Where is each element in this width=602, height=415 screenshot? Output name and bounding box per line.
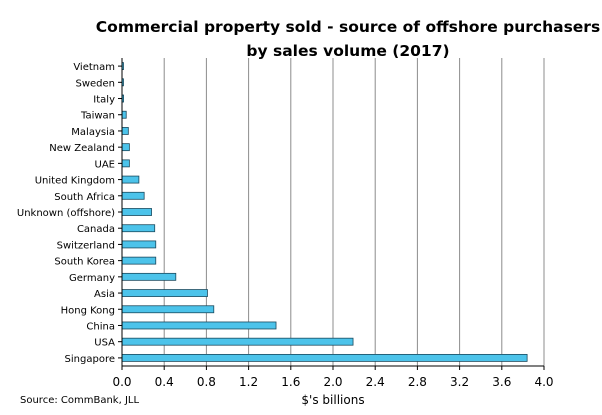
chart-title: Commercial property sold - source of off…: [96, 18, 600, 36]
x-tick-label: 3.2: [450, 375, 469, 389]
bar: [121, 337, 354, 346]
category-label: Sweden: [75, 78, 115, 89]
bar: [121, 353, 528, 362]
bar: [121, 224, 156, 233]
category-label: Italy: [93, 95, 115, 106]
bar: [121, 175, 140, 184]
category-label: UAE: [95, 159, 115, 170]
x-tick-label: 2.4: [366, 375, 385, 389]
bar: [121, 127, 129, 135]
bars: [121, 62, 528, 362]
bar: [121, 208, 152, 216]
category-label: United Kingdom: [35, 176, 115, 187]
category-label: Vietnam: [73, 62, 115, 73]
bar: [121, 240, 157, 249]
category-label: Hong Kong: [61, 305, 115, 316]
category-label: South Korea: [54, 257, 115, 268]
x-tick-label: 0.0: [112, 375, 131, 389]
x-tick-label: 4.0: [534, 375, 553, 389]
category-label: South Africa: [54, 192, 115, 203]
source-note: Source: CommBank, JLL: [20, 395, 139, 406]
x-tick-labels: 0.0 0.4 0.8 1.2 1.6 2.0 2.4 2.8 3.2 3.6 4.0: [112, 375, 553, 389]
gridlines: [163, 58, 545, 366]
bar: [121, 305, 215, 314]
bar: [121, 272, 177, 281]
x-tick-label: 2.0: [323, 375, 342, 389]
category-label: Germany: [69, 273, 115, 284]
bar: [121, 159, 130, 168]
bar: [121, 191, 145, 200]
axes: [118, 58, 545, 370]
category-labels: Vietnam Sweden Italy Taiwan Malaysia New Zeal…: [17, 62, 115, 365]
bar: [121, 321, 277, 330]
bar: [121, 289, 208, 297]
bar: [121, 143, 130, 152]
x-tick-label: 2.8: [408, 375, 427, 389]
category-label: China: [86, 321, 115, 332]
category-label: Asia: [94, 289, 115, 300]
x-tick-label: 1.2: [239, 375, 258, 389]
x-tick-label: 0.8: [197, 375, 216, 389]
category-label: Switzerland: [57, 240, 115, 251]
category-label: Unknown (offshore): [17, 208, 115, 219]
x-tick-label: 3.6: [492, 375, 511, 389]
chart-subtitle: by sales volume (2017): [246, 42, 449, 60]
category-label: Canada: [77, 224, 115, 235]
x-tick-label: 1.6: [281, 375, 300, 389]
category-label: Taiwan: [80, 111, 115, 122]
x-tick-label: 0.4: [155, 375, 174, 389]
category-label: New Zealand: [49, 143, 115, 154]
x-axis-label: $'s billions: [301, 393, 364, 407]
category-label: Singapore: [65, 354, 115, 365]
category-label: USA: [94, 338, 115, 349]
bar: [121, 256, 157, 265]
bar: [121, 110, 127, 119]
category-label: Malaysia: [71, 127, 115, 138]
